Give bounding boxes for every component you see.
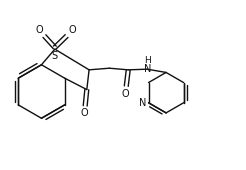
Text: S: S — [52, 51, 58, 61]
Text: O: O — [35, 25, 43, 35]
Text: O: O — [81, 108, 88, 118]
Text: H: H — [144, 56, 151, 65]
Text: N: N — [144, 64, 151, 74]
Text: O: O — [68, 25, 76, 35]
Text: N: N — [138, 98, 146, 108]
Text: O: O — [122, 89, 129, 99]
